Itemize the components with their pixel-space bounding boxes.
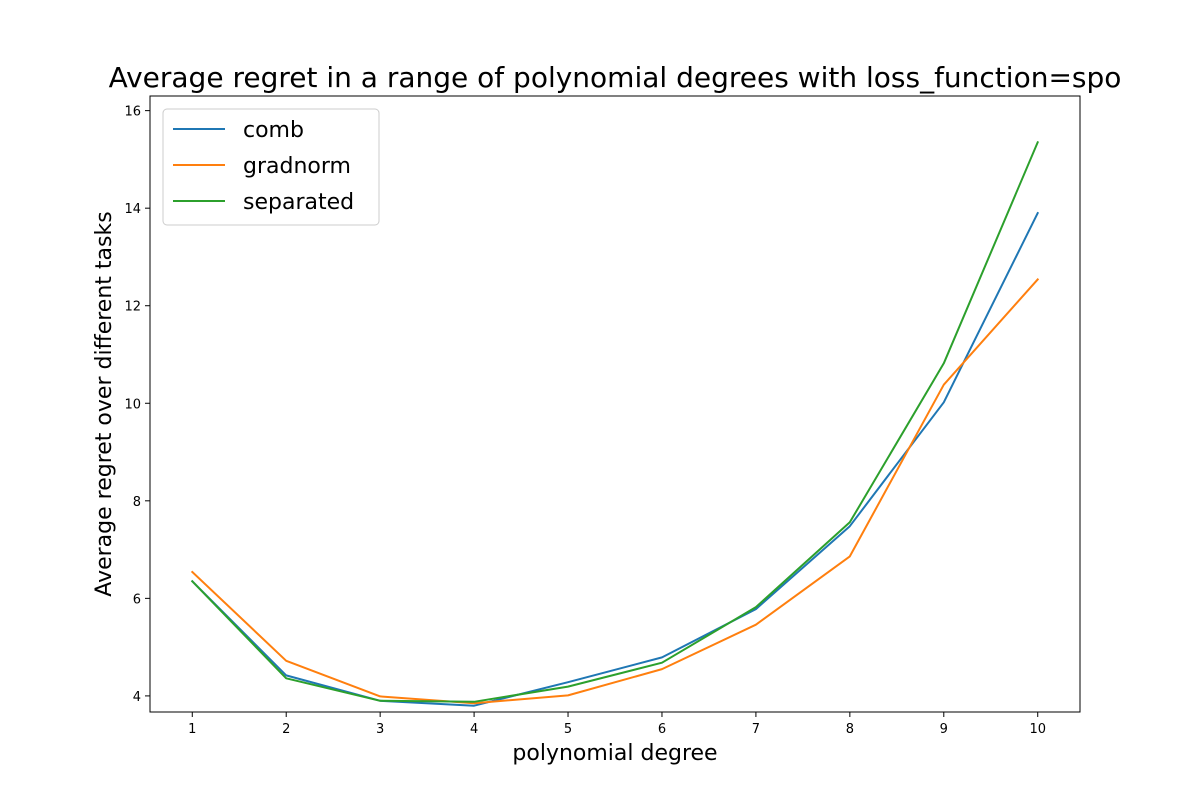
x-tick-label: 9	[940, 722, 948, 737]
x-tick-label: 3	[376, 722, 384, 737]
chart-title: Average regret in a range of polynomial …	[109, 61, 1122, 94]
series-lines	[190, 140, 1040, 707]
series-line-separated	[190, 140, 1040, 703]
y-axis-label: Average regret over different tasks	[92, 211, 117, 596]
x-tick-label: 5	[564, 722, 572, 737]
x-tick-label: 7	[752, 722, 760, 737]
x-tick-label: 4	[470, 722, 478, 737]
x-tick-label: 8	[846, 722, 854, 737]
legend-label-comb: comb	[243, 118, 304, 143]
legend-label-separated: separated	[243, 190, 354, 215]
legend-label-gradnorm: gradnorm	[243, 154, 351, 179]
y-tick-label: 8	[133, 495, 141, 510]
x-axis-label: polynomial degree	[512, 741, 717, 766]
legend: comb gradnorm separated	[162, 108, 380, 226]
x-tick-label: 2	[282, 722, 290, 737]
series-line-gradnorm	[190, 277, 1040, 705]
y-tick-label: 10	[124, 397, 141, 412]
y-tick-label: 6	[133, 592, 141, 607]
x-tick-label: 1	[188, 722, 196, 737]
series-line-comb	[190, 211, 1040, 707]
x-tick-label: 10	[1029, 722, 1046, 737]
y-axis: 4 6 8 10 12 14 16	[124, 105, 150, 705]
y-tick-label: 12	[124, 300, 141, 315]
y-tick-label: 4	[133, 690, 141, 705]
x-axis: 1 2 3 4 5 6 7 8 9 10	[188, 712, 1046, 737]
legend-box	[162, 108, 380, 226]
y-tick-label: 14	[124, 202, 141, 217]
y-tick-label: 16	[124, 105, 141, 120]
x-tick-label: 6	[658, 722, 666, 737]
